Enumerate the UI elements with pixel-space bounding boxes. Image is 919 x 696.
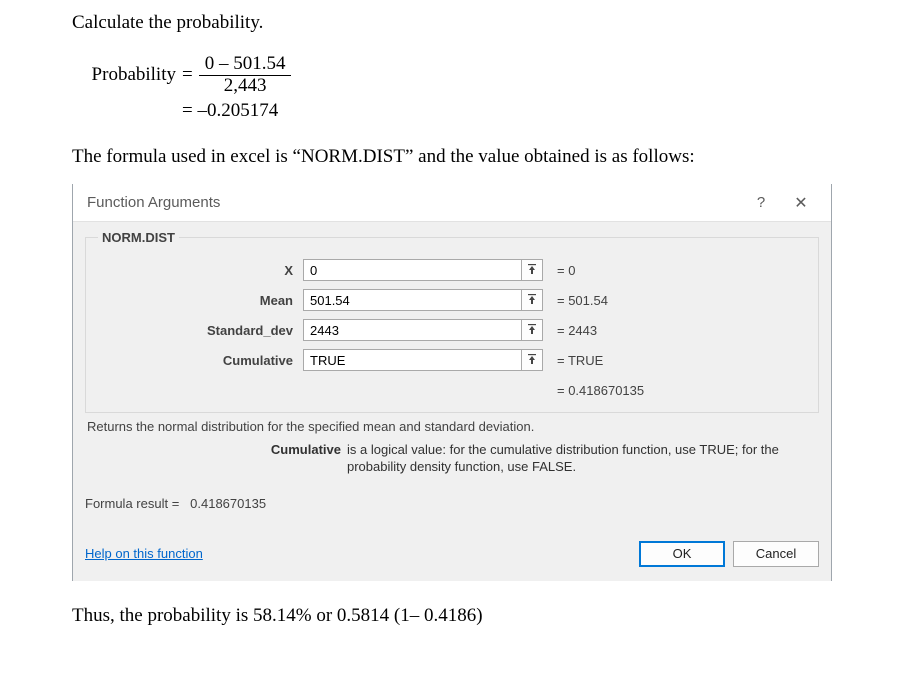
arg-eval-x: = 0 <box>543 263 575 278</box>
ok-button[interactable]: OK <box>639 541 725 567</box>
equation-fraction: 0 – 501.54 2,443 <box>199 54 292 97</box>
intro-text: Calculate the probability. <box>72 10 847 36</box>
formula-result-label: Formula result = <box>85 496 179 511</box>
arg-eval-stddev: = 2443 <box>543 323 597 338</box>
collapse-dialog-icon[interactable] <box>521 319 543 341</box>
dialog-titlebar: Function Arguments ? ✕ <box>73 184 831 222</box>
dialog-title: Function Arguments <box>87 194 741 211</box>
collapse-dialog-icon[interactable] <box>521 349 543 371</box>
argument-help-label: Cumulative <box>85 442 347 476</box>
equation-lhs: Probability <box>72 64 176 86</box>
function-fieldset: NORM.DIST X = 0 Mean <box>85 230 819 413</box>
argument-help: Cumulative is a logical value: for the c… <box>85 442 819 476</box>
arg-label-stddev: Standard_dev <box>98 323 303 338</box>
arg-row-cumulative: Cumulative = TRUE <box>98 345 806 375</box>
collapse-dialog-icon[interactable] <box>521 289 543 311</box>
function-description: Returns the normal distribution for the … <box>87 419 817 434</box>
equation-denominator: 2,443 <box>218 76 273 97</box>
collapse-dialog-icon[interactable] <box>521 259 543 281</box>
arg-label-mean: Mean <box>98 293 303 308</box>
help-link[interactable]: Help on this function <box>85 546 203 561</box>
equation-numerator: 0 – 501.54 <box>199 54 292 76</box>
close-icon[interactable]: ✕ <box>781 193 821 213</box>
arg-row-stddev: Standard_dev = 2443 <box>98 315 806 345</box>
arg-input-cumulative[interactable] <box>303 349 521 371</box>
help-icon[interactable]: ? <box>741 194 781 211</box>
argument-help-text: is a logical value: for the cumulative d… <box>347 442 819 476</box>
function-arguments-dialog: Function Arguments ? ✕ NORM.DIST X = 0 <box>72 184 832 581</box>
arg-eval-cumulative: = TRUE <box>543 353 603 368</box>
formula-result: Formula result = 0.418670135 <box>85 496 819 511</box>
equation-result: = –0.205174 <box>176 100 278 122</box>
arg-input-x[interactable] <box>303 259 521 281</box>
arg-row-mean: Mean = 501.54 <box>98 285 806 315</box>
arg-label-cumulative: Cumulative <box>98 353 303 368</box>
cancel-button[interactable]: Cancel <box>733 541 819 567</box>
function-result-eval: = 0.418670135 <box>98 375 806 402</box>
equation-equals: = <box>176 64 199 86</box>
formula-result-value: 0.418670135 <box>190 496 266 511</box>
arg-label-x: X <box>98 263 303 278</box>
arg-row-x: X = 0 <box>98 255 806 285</box>
arg-input-stddev[interactable] <box>303 319 521 341</box>
arg-eval-mean: = 501.54 <box>543 293 608 308</box>
excel-note: The formula used in excel is “NORM.DIST”… <box>72 144 847 170</box>
conclusion-text: Thus, the probability is 58.14% or 0.581… <box>72 603 847 629</box>
function-name-legend: NORM.DIST <box>98 230 179 245</box>
equation-block: Probability = 0 – 501.54 2,443 = –0.2051… <box>72 54 847 123</box>
arg-input-mean[interactable] <box>303 289 521 311</box>
